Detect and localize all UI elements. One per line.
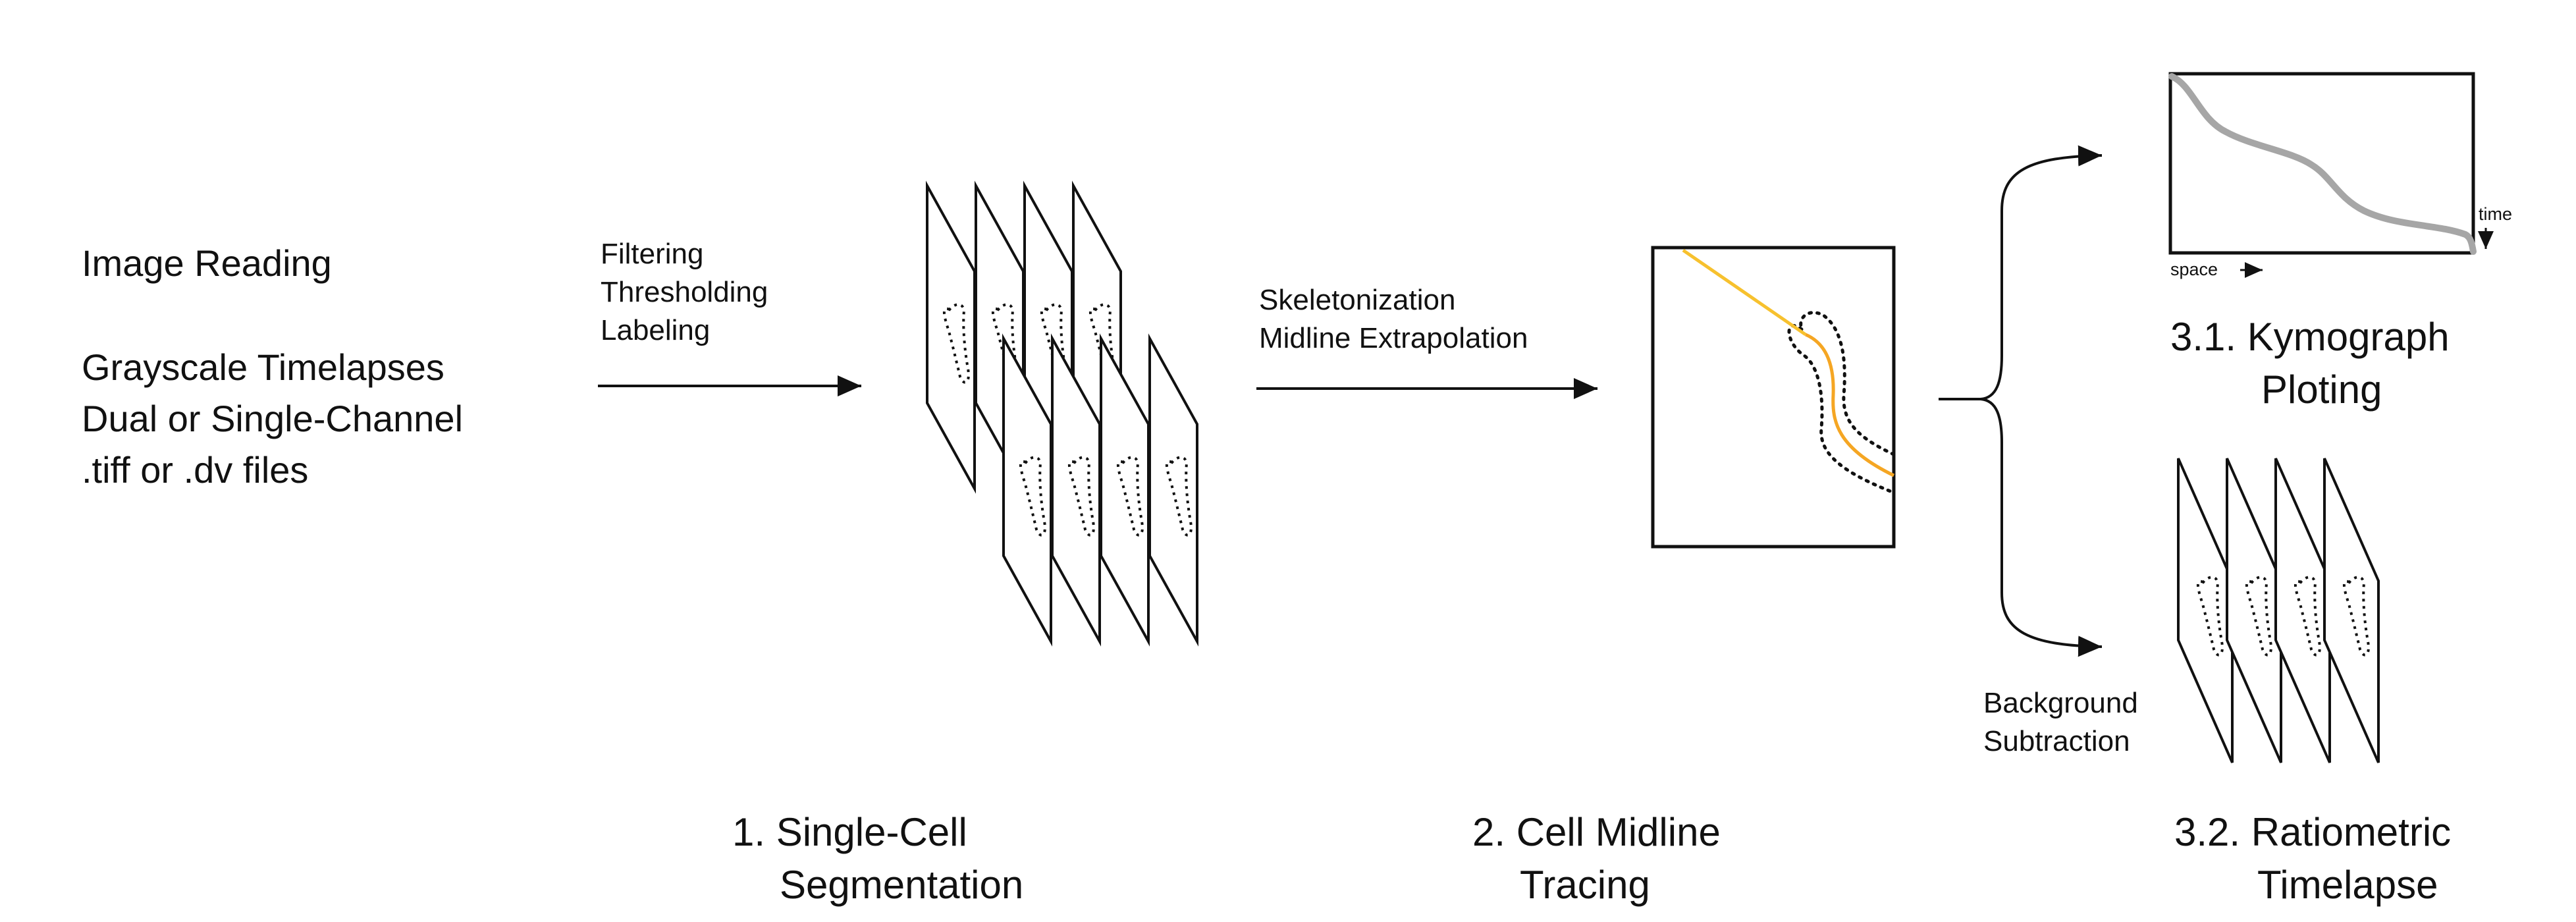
- step1-title-line-2: Segmentation: [780, 863, 1024, 907]
- arrow1-label-filtering: Filtering: [601, 238, 704, 270]
- step1-title-line-1: 1. Single-Cell: [732, 810, 967, 854]
- image-stack-icon: [926, 180, 1198, 647]
- arrow1-label-thresholding: Thresholding: [601, 276, 768, 308]
- stack-frame: [1148, 333, 1198, 647]
- arrow1-label-labeling: Labeling: [601, 314, 711, 346]
- input-title: Image Reading: [82, 242, 332, 284]
- kymograph-title-line-2: Ploting: [2261, 367, 2382, 412]
- cell-midline: [1804, 333, 1895, 477]
- input-line-2: Dual or Single-Channel: [82, 398, 464, 439]
- midline-tracing-panel: [1651, 246, 1896, 549]
- stack-frame: [1002, 333, 1052, 647]
- kymograph-y-axis-label: time: [2479, 204, 2513, 224]
- step2-title-line-1: 2. Cell Midline: [1472, 810, 1721, 854]
- midline-extrapolation-ray: [1682, 248, 1807, 337]
- kymograph-x-axis-label: space: [2170, 259, 2218, 279]
- kymograph-trace: [2168, 73, 2477, 255]
- stack-frame: [2226, 458, 2282, 763]
- arrow2-label-skeletonization: Skeletonization: [1259, 284, 1456, 316]
- input-line-1: Grayscale Timelapses: [82, 346, 444, 388]
- background-subtraction-line-2: Subtraction: [1983, 725, 2130, 757]
- step3-title-line-1: 3.2. Ratiometric: [2174, 810, 2452, 854]
- kymograph-panel: [2168, 72, 2494, 278]
- curly-brace-icon: [1939, 145, 2103, 657]
- step3-title-line-2: Timelapse: [2257, 863, 2438, 907]
- cell-outline-icon: [1787, 311, 1896, 495]
- image-stack-icon: [2177, 458, 2380, 763]
- stack-frame: [1051, 333, 1101, 647]
- arrow2-label-midline-extrapolation: Midline Extrapolation: [1259, 322, 1528, 354]
- stack-frame: [926, 180, 976, 494]
- stack-frame: [1100, 333, 1150, 647]
- input-line-3: .tiff or .dv files: [82, 449, 309, 491]
- step2-title-line-2: Tracing: [1520, 863, 1650, 907]
- stack-frame: [2323, 458, 2380, 763]
- kymograph-title-line-1: 3.1. Kymograph: [2170, 315, 2450, 359]
- stack-frame: [2177, 458, 2234, 763]
- background-subtraction-line-1: Background: [1983, 687, 2138, 719]
- stack-frame: [2274, 458, 2331, 763]
